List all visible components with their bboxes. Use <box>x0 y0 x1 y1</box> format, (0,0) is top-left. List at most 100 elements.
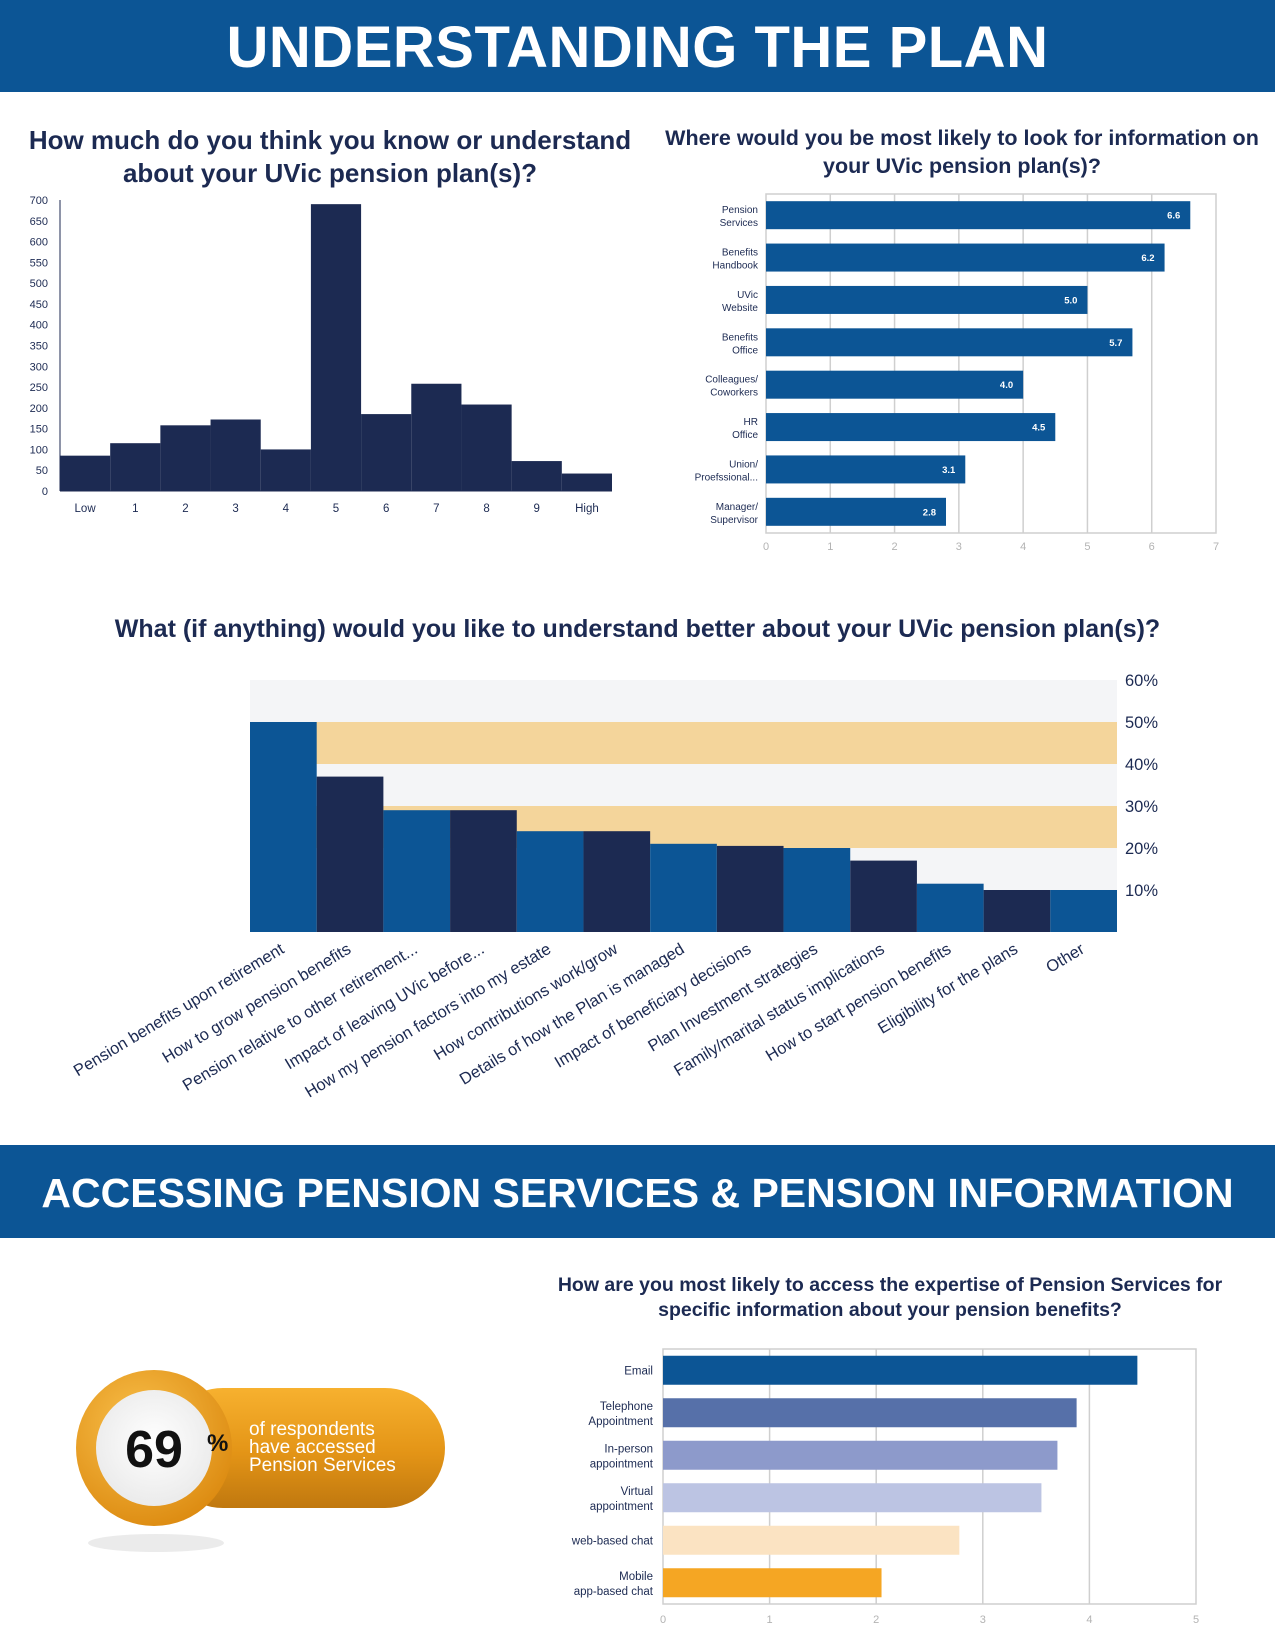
info-sources-bar <box>766 285 1088 314</box>
knowledge-y-tick: 150 <box>30 424 48 436</box>
stat-caption-line2: have accessed <box>249 1437 376 1458</box>
access-expertise-bar <box>663 1568 882 1598</box>
understand-better-y-tick: 50% <box>1125 714 1158 732</box>
knowledge-bar <box>411 383 462 491</box>
access-expertise-bar <box>663 1440 1058 1470</box>
knowledge-bar <box>110 443 161 491</box>
info-sources-category-label: Colleagues/Coworkers <box>705 375 758 399</box>
info-sources-x-tick: 3 <box>956 541 962 553</box>
access-expertise-x-tick: 4 <box>1086 1614 1092 1626</box>
knowledge-x-tick: 8 <box>483 503 489 515</box>
knowledge-y-tick: 500 <box>30 278 48 290</box>
info-sources-x-tick: 0 <box>763 541 769 553</box>
info-sources-x-tick: 1 <box>827 541 833 553</box>
info-sources-category-label: Union/Proefssional... <box>695 459 759 483</box>
info-sources-x-tick: 5 <box>1084 541 1090 553</box>
stat-caption-line1: of respondents <box>249 1419 375 1440</box>
knowledge-x-tick: 6 <box>383 503 389 515</box>
info-sources-value-label: 2.8 <box>923 507 936 518</box>
info-sources-bar <box>766 328 1133 357</box>
understand-better-bar <box>916 883 984 932</box>
info-sources-category-label: Pension Services <box>720 205 758 229</box>
access-expertise-category-label: web-based chat <box>571 1535 654 1547</box>
info-sources-value-label: 6.6 <box>1167 211 1180 222</box>
access-expertise-bar <box>663 1398 1077 1428</box>
info-sources-category-label: Benefits Office <box>722 332 759 356</box>
knowledge-bar <box>260 449 311 491</box>
info-sources-x-tick: 2 <box>892 541 898 553</box>
understand-better-y-tick: 10% <box>1125 882 1158 900</box>
info-sources-x-tick: 7 <box>1213 541 1219 553</box>
access-expertise-category-label: Mobile app-based chat <box>574 1571 654 1598</box>
knowledge-bar <box>210 419 261 491</box>
info-sources-value-label: 5.7 <box>1109 338 1122 349</box>
info-sources-value-label: 4.0 <box>1000 380 1013 391</box>
knowledge-y-tick: 600 <box>30 237 48 249</box>
access-expertise-x-tick: 2 <box>873 1614 879 1626</box>
knowledge-y-tick: 700 <box>30 195 48 207</box>
access-expertise-x-tick: 1 <box>767 1614 773 1626</box>
access-expertise-category-label: Telephone Appointment <box>588 1401 653 1428</box>
knowledge-y-tick: 50 <box>36 465 48 477</box>
understand-better-y-tick: 60% <box>1125 672 1158 690</box>
understand-better-category-label: Other <box>1043 940 1088 977</box>
understand-better-bar <box>250 722 317 932</box>
info-sources-bar <box>766 243 1165 272</box>
understand-better-bar <box>1050 890 1117 932</box>
info-sources-bar <box>766 455 966 484</box>
understand-better-chart-title: What (if anything) would you like to und… <box>114 615 1161 643</box>
understand-better-bar <box>650 843 717 932</box>
knowledge-bar <box>60 455 111 491</box>
access-expertise-x-tick: 0 <box>660 1614 666 1626</box>
knowledge-bar <box>361 414 412 491</box>
access-expertise-bar <box>663 1355 1138 1385</box>
info-sources-x-tick: 4 <box>1020 541 1026 553</box>
info-sources-value-label: 5.0 <box>1064 295 1077 306</box>
understand-better-bar <box>450 810 517 932</box>
understand-better-bar <box>783 848 851 932</box>
knowledge-y-tick: 550 <box>30 257 48 269</box>
info-sources-bar <box>766 201 1191 230</box>
accessing-services-banner: ACCESSING PENSION SERVICES & PENSION INF… <box>0 1145 1275 1238</box>
stat-caption-line3: Pension Services <box>249 1455 396 1476</box>
knowledge-bar <box>511 461 562 491</box>
understand-better-bar <box>316 776 384 932</box>
info-sources-chart-title: Where would you be most likely to look f… <box>665 126 1259 178</box>
info-sources-bar <box>766 370 1024 399</box>
knowledge-x-tick: Low <box>75 503 97 515</box>
understand-better-y-tick: 30% <box>1125 798 1158 816</box>
knowledge-bar <box>561 473 612 491</box>
percent-sign: % <box>207 1430 228 1457</box>
knowledge-y-tick: 250 <box>30 382 48 394</box>
knowledge-y-tick: 100 <box>30 444 48 456</box>
knowledge-x-tick: High <box>575 503 599 515</box>
info-sources-value-label: 6.2 <box>1141 253 1154 264</box>
understand-better-y-tick: 20% <box>1125 840 1158 858</box>
knowledge-x-tick: 5 <box>333 503 339 515</box>
understand-better-band <box>250 722 1117 764</box>
understand-better-bar <box>983 890 1051 932</box>
knowledge-x-tick: 9 <box>534 503 540 515</box>
access-expertise-category-label: In-person appointment <box>590 1443 654 1470</box>
access-expertise-category-label: Email <box>624 1365 653 1377</box>
info-sources-category-label: Benefits Handbook <box>712 248 759 272</box>
knowledge-x-tick: 3 <box>232 503 238 515</box>
info-sources-plot-frame <box>765 193 1217 534</box>
knowledge-bar <box>310 204 362 491</box>
access-expertise-x-tick: 3 <box>980 1614 986 1626</box>
access-expertise-chart: 0 1 2 3 4 5 Email Telephone Appointment In-person… <box>571 1348 1199 1626</box>
info-sources-category-label: Manager/Supervisor <box>710 502 758 526</box>
info-sources-bar <box>766 497 946 526</box>
knowledge-x-tick: 2 <box>182 503 188 515</box>
understand-better-bar <box>516 831 584 932</box>
knowledge-chart-title: How much do you think you know or unders… <box>28 125 632 188</box>
knowledge-bar <box>461 404 512 491</box>
info-sources-bar <box>766 413 1056 442</box>
understanding-plan-banner: UNDERSTANDING THE PLAN <box>0 0 1275 92</box>
access-expertise-chart-title: How are you most likely to access the ex… <box>557 1274 1223 1321</box>
knowledge-y-tick: 400 <box>30 320 48 332</box>
knowledge-y-tick: 200 <box>30 403 48 415</box>
access-expertise-bar <box>663 1483 1042 1513</box>
knowledge-x-tick: 1 <box>132 503 138 515</box>
